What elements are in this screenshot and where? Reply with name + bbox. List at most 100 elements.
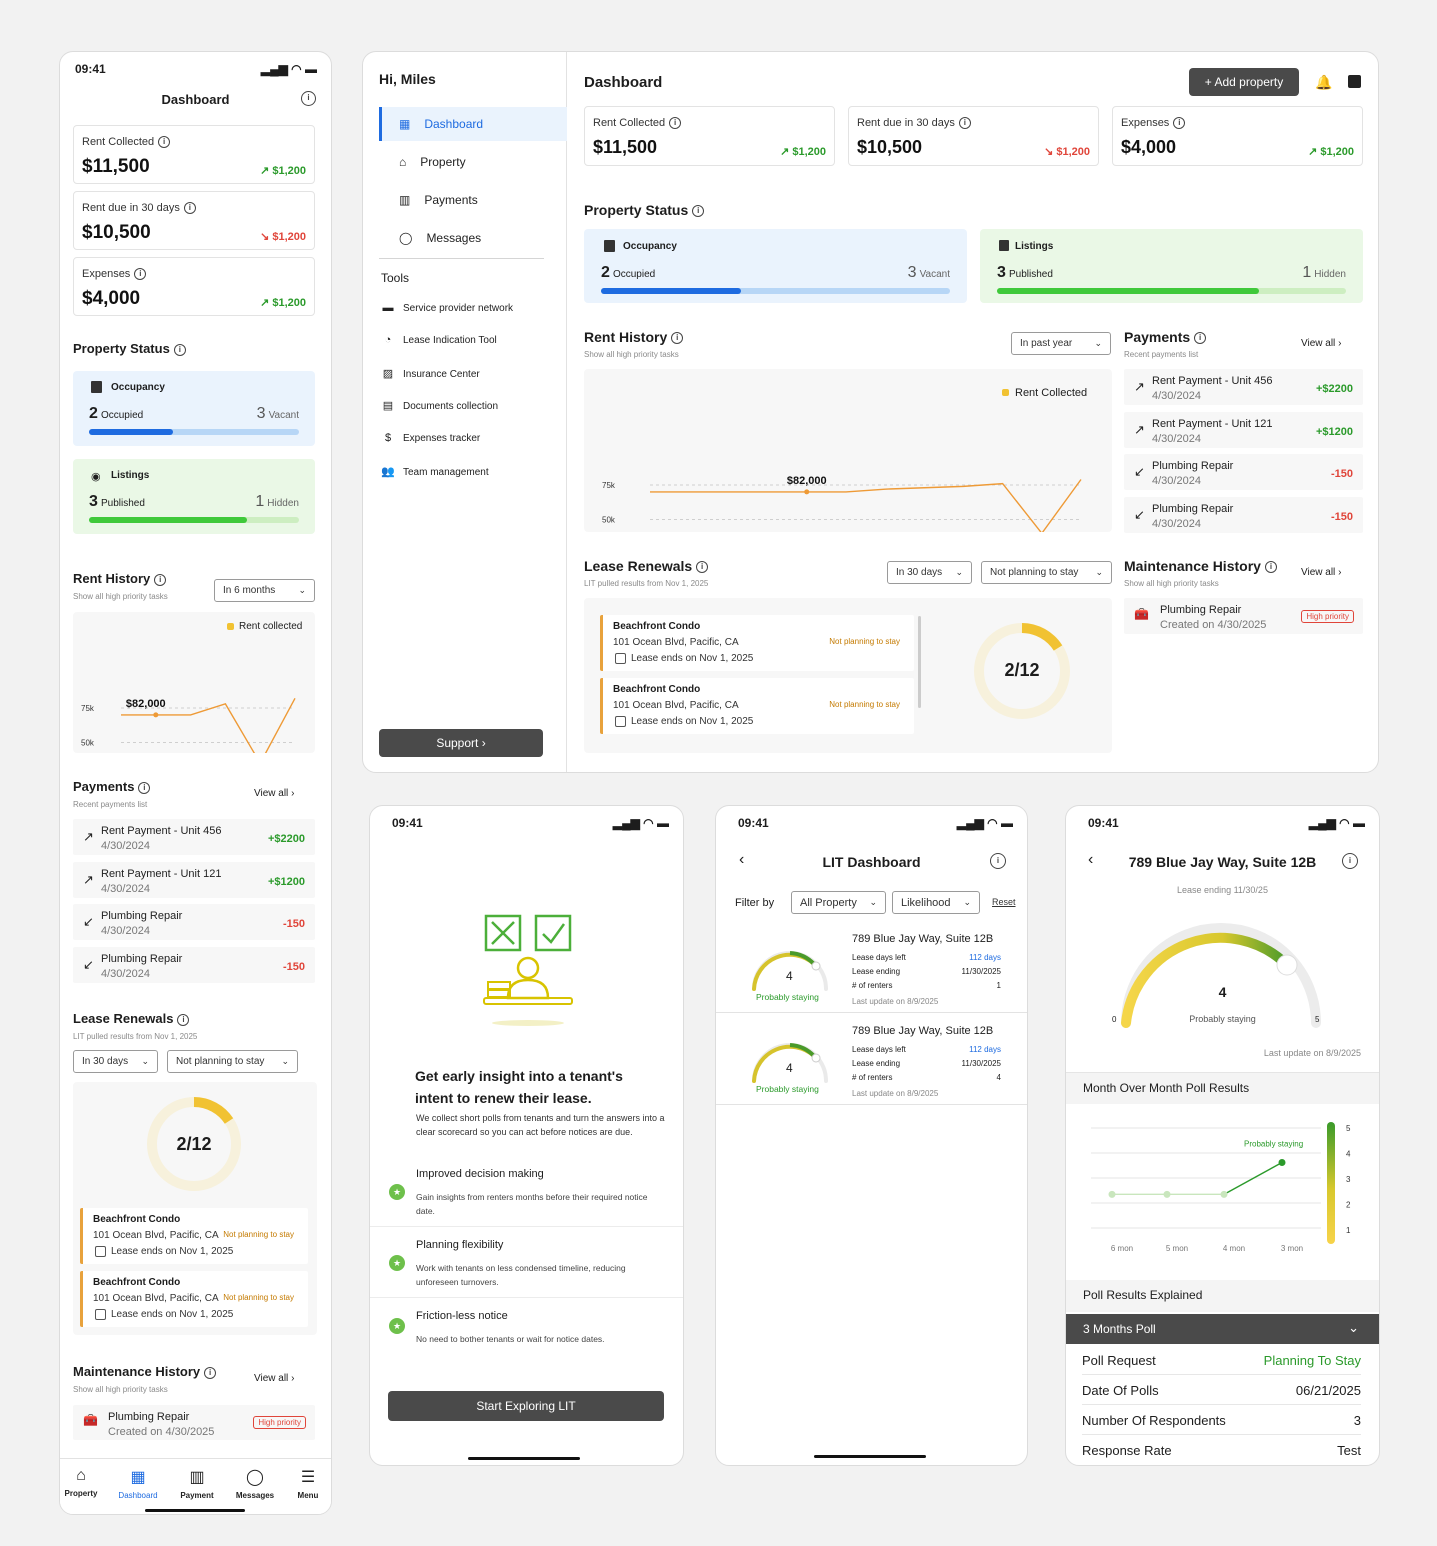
property-filter[interactable]: All Property ⌄ xyxy=(791,891,886,914)
stat-label: Rent due in 30 days xyxy=(82,202,180,214)
info-icon[interactable] xyxy=(138,781,151,794)
back-icon[interactable]: ‹ xyxy=(1088,851,1094,868)
payment-row[interactable]: ↙ Plumbing Repair 4/30/2024 -150 xyxy=(73,904,315,940)
lease-item[interactable]: Beachfront Condo 101 Ocean Blvd, Pacific… xyxy=(600,615,914,671)
bell-icon[interactable]: 🔔 xyxy=(1315,74,1333,90)
listings-card[interactable]: ◉ Listings 3 Published 1 Hidden xyxy=(73,459,315,534)
info-icon[interactable] xyxy=(134,268,147,281)
poll-accordion[interactable]: 3 Months Poll ⌄ xyxy=(1066,1314,1379,1344)
data-point[interactable] xyxy=(1108,1190,1116,1198)
tab-menu[interactable]: ☰ Menu xyxy=(280,1467,331,1500)
lease-item[interactable]: Beachfront Condo 101 Ocean Blvd, Pacific… xyxy=(80,1271,308,1327)
range-select[interactable]: In past year ⌄ xyxy=(1011,332,1111,355)
highlight-point[interactable] xyxy=(153,712,159,718)
payment-row[interactable]: ↗ Rent Payment - Unit 456 4/30/2024 +$22… xyxy=(73,819,315,855)
payment-row[interactable]: ↗ Rent Payment - Unit 456 4/30/2024 +$22… xyxy=(1124,369,1363,405)
info-icon[interactable] xyxy=(177,1013,190,1026)
listings-card[interactable]: Listings 3 Published 1 Hidden xyxy=(980,229,1363,303)
range-select[interactable]: In 6 months ⌄ xyxy=(214,579,315,602)
lease-scrollbar[interactable] xyxy=(918,616,921,708)
payment-row[interactable]: ↗ Rent Payment - Unit 121 4/30/2024 +$12… xyxy=(1124,411,1363,448)
days-filter[interactable]: In 30 days ⌄ xyxy=(887,561,972,584)
add-property-button[interactable]: + Add property xyxy=(1189,68,1299,96)
tool-team[interactable]: 👥 Team management xyxy=(381,465,488,478)
renewal-donut xyxy=(147,1097,241,1191)
stat-card: Rent due in 30 days $10,500 ↘ $1,200 xyxy=(73,191,315,250)
back-icon[interactable]: ‹ xyxy=(739,851,745,868)
data-point[interactable] xyxy=(1278,1159,1286,1166)
tab-payment[interactable]: ▥ Payment xyxy=(169,1467,225,1500)
info-icon[interactable] xyxy=(158,136,171,149)
tool-insurance[interactable]: ▨ Insurance Center xyxy=(381,367,480,380)
info-icon[interactable] xyxy=(1173,117,1186,130)
support-button[interactable]: Support › xyxy=(379,729,543,757)
profile-icon[interactable] xyxy=(1348,75,1361,88)
intent-tag: Not planning to stay xyxy=(223,1230,294,1239)
days-filter[interactable]: In 30 days ⌄ xyxy=(73,1050,158,1073)
payment-row[interactable]: ↙ Plumbing Repair 4/30/2024 -150 xyxy=(1124,454,1363,490)
highlight-point[interactable] xyxy=(804,489,810,495)
view-all-link[interactable]: View all › xyxy=(254,1373,294,1384)
info-icon[interactable] xyxy=(669,117,682,130)
menu-icon: ☰ xyxy=(300,1469,316,1486)
lease-item[interactable]: Beachfront Condo 101 Ocean Blvd, Pacific… xyxy=(80,1208,308,1264)
view-all-link[interactable]: View all › xyxy=(1301,567,1341,578)
payment-date: 4/30/2024 xyxy=(1152,390,1201,402)
maintenance-date: Created on 4/30/2025 xyxy=(1160,619,1267,631)
gauge-min: 0 xyxy=(1112,1015,1117,1024)
stat-card: Rent Collected $11,500 ↗ $1,200 xyxy=(584,106,835,166)
nav-property[interactable]: ⌂ Property xyxy=(399,155,466,169)
occupancy-card[interactable]: Occupancy 2 Occupied 3 Vacant xyxy=(73,371,315,446)
info-icon[interactable] xyxy=(671,332,684,345)
maintenance-item[interactable]: 🧰 Plumbing Repair Created on 4/30/2025 H… xyxy=(73,1405,315,1440)
tool-service-provider[interactable]: ▬ Service provider network xyxy=(381,302,514,314)
payment-row[interactable]: ↗ Rent Payment - Unit 121 4/30/2024 +$12… xyxy=(73,861,315,898)
info-icon[interactable] xyxy=(204,1366,217,1379)
info-icon[interactable] xyxy=(154,573,167,586)
chart-icon: ▥ xyxy=(399,193,411,207)
lit-property-row[interactable]: 4 Probably staying 789 Blue Jay Way, Sui… xyxy=(716,922,1027,1013)
info-icon[interactable] xyxy=(990,853,1006,869)
intent-filter[interactable]: Not planning to stay ⌄ xyxy=(167,1050,298,1073)
mom-title: Month Over Month Poll Results xyxy=(1083,1081,1250,1095)
payment-row[interactable]: ↙ Plumbing Repair 4/30/2024 -150 xyxy=(73,946,315,983)
tool-expenses[interactable]: $ Expenses tracker xyxy=(381,432,480,444)
row-value: 11/30/2025 xyxy=(961,967,1001,976)
lit-property-row[interactable]: 4 Probably staying 789 Blue Jay Way, Sui… xyxy=(716,1014,1027,1105)
poll-row-key: Response Rate xyxy=(1082,1443,1172,1458)
section-subtitle: LIT pulled results from Nov 1, 2025 xyxy=(73,1032,198,1041)
payment-row[interactable]: ↙ Plumbing Repair 4/30/2024 -150 xyxy=(1124,496,1363,533)
info-icon[interactable] xyxy=(301,91,316,106)
info-icon[interactable] xyxy=(696,561,709,574)
nav-payments[interactable]: ▥ Payments xyxy=(399,193,478,207)
info-icon[interactable] xyxy=(1194,332,1207,345)
view-all-link[interactable]: View all › xyxy=(254,788,294,799)
stat-card: Rent due in 30 days $10,500 ↘ $1,200 xyxy=(848,106,1099,166)
info-icon[interactable] xyxy=(1342,853,1358,869)
intent-filter[interactable]: Not planning to stay ⌄ xyxy=(981,561,1112,584)
likelihood-filter[interactable]: Likelihood ⌄ xyxy=(892,891,980,914)
info-icon[interactable] xyxy=(183,202,196,215)
nav-dashboard[interactable] xyxy=(379,107,567,141)
start-exploring-button[interactable]: Start Exploring LIT xyxy=(388,1391,664,1421)
tool-documents[interactable]: ▤ Documents collection xyxy=(381,399,498,412)
view-all-link[interactable]: View all › xyxy=(1301,338,1341,349)
arrow-down-left-icon: ↙ xyxy=(83,914,94,929)
tool-lease-indication[interactable]: ◔ Lease Indication Tool xyxy=(381,334,497,346)
data-point[interactable] xyxy=(1220,1190,1228,1198)
reset-link[interactable]: Reset xyxy=(992,897,1016,907)
nav-messages[interactable]: ◯ Messages xyxy=(399,231,481,245)
info-icon[interactable] xyxy=(692,205,705,218)
tab-messages[interactable]: ◯ Messages xyxy=(227,1467,283,1500)
info-icon[interactable] xyxy=(958,117,971,130)
tab-property[interactable]: ⌂ Property xyxy=(60,1467,109,1498)
data-point[interactable] xyxy=(1163,1190,1171,1198)
info-icon[interactable] xyxy=(1264,561,1277,574)
occupancy-card[interactable]: Occupancy 2 Occupied 3 Vacant xyxy=(584,229,967,303)
lease-item[interactable]: Beachfront Condo 101 Ocean Blvd, Pacific… xyxy=(600,678,914,734)
add-property-label: Add property xyxy=(1214,75,1284,89)
info-icon[interactable] xyxy=(173,343,186,356)
tab-dashboard[interactable]: ▦ Dashboard xyxy=(110,1467,166,1500)
maintenance-item[interactable]: 🧰 Plumbing Repair Created on 4/30/2025 H… xyxy=(1124,598,1363,634)
lease-end-date: Lease ends on Nov 1, 2025 xyxy=(631,653,754,664)
